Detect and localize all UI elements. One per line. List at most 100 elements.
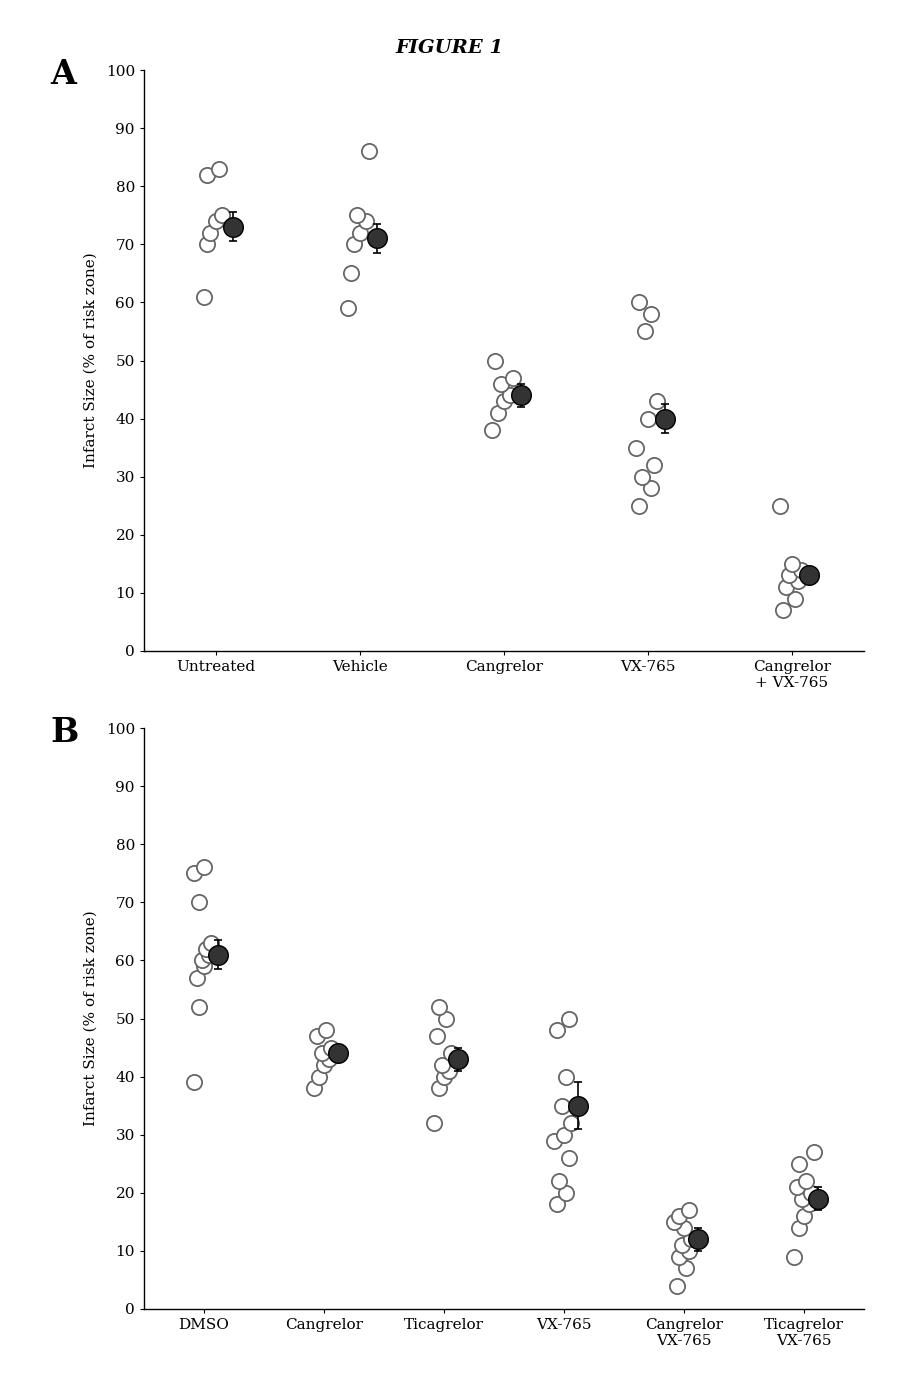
- Point: [670, 1274, 684, 1296]
- Text: B: B: [50, 717, 79, 749]
- Point: [788, 1246, 802, 1268]
- Point: [488, 349, 502, 371]
- Point: [187, 1071, 202, 1093]
- Point: [209, 210, 223, 232]
- Point: [806, 1141, 821, 1163]
- Point: [629, 437, 643, 459]
- Point: [429, 1025, 444, 1047]
- Point: [562, 1147, 576, 1169]
- Point: [204, 932, 219, 955]
- Point: [344, 262, 358, 284]
- Point: [190, 966, 204, 988]
- Point: [804, 1182, 818, 1204]
- Point: [796, 1205, 811, 1228]
- Point: [646, 454, 661, 476]
- Point: [789, 1176, 804, 1198]
- Point: [644, 477, 658, 500]
- Point: [442, 1060, 456, 1082]
- Point: [641, 407, 655, 430]
- Point: [773, 494, 788, 517]
- Point: [439, 1008, 454, 1030]
- Point: [324, 1036, 338, 1058]
- Point: [635, 465, 650, 489]
- Y-axis label: Infarct Size (% of risk zone): Infarct Size (% of risk zone): [84, 252, 97, 469]
- Point: [681, 1198, 696, 1221]
- Point: [564, 1112, 579, 1134]
- Point: [432, 1077, 446, 1099]
- Point: [691, 1228, 706, 1250]
- Point: [792, 1217, 806, 1239]
- Point: [802, 1193, 816, 1215]
- Point: [644, 302, 658, 325]
- Point: [350, 204, 365, 227]
- Point: [557, 1123, 572, 1145]
- Point: [444, 1042, 458, 1064]
- Point: [200, 232, 214, 255]
- Point: [428, 1112, 442, 1134]
- Point: [677, 1217, 691, 1239]
- Point: [314, 1042, 328, 1064]
- Point: [632, 291, 646, 314]
- Point: [680, 1257, 694, 1280]
- Point: [795, 1187, 809, 1210]
- Point: [226, 216, 240, 238]
- Point: [353, 221, 367, 244]
- Point: [658, 407, 672, 430]
- Point: [562, 1008, 576, 1030]
- Text: FIGURE 1: FIGURE 1: [396, 39, 504, 57]
- Point: [550, 1193, 564, 1215]
- Point: [776, 599, 790, 622]
- Point: [794, 559, 808, 581]
- Point: [550, 1019, 564, 1042]
- Point: [214, 204, 229, 227]
- Point: [432, 995, 446, 1018]
- Point: [197, 955, 211, 977]
- Point: [554, 1095, 569, 1117]
- Point: [307, 1077, 321, 1099]
- Point: [506, 367, 520, 389]
- Point: [347, 232, 362, 255]
- Point: [197, 286, 211, 308]
- Point: [811, 1187, 825, 1210]
- Point: [547, 1130, 562, 1152]
- Point: [370, 227, 384, 249]
- Point: [572, 1095, 586, 1117]
- Point: [203, 221, 218, 244]
- Point: [674, 1233, 688, 1256]
- Point: [779, 575, 794, 598]
- Point: [672, 1205, 687, 1228]
- Point: [514, 384, 528, 406]
- Point: [684, 1228, 698, 1250]
- Point: [362, 140, 376, 162]
- Point: [802, 564, 816, 587]
- Point: [638, 321, 652, 343]
- Point: [331, 1042, 346, 1064]
- Point: [632, 494, 646, 517]
- Point: [788, 588, 802, 610]
- Point: [212, 944, 226, 966]
- Point: [792, 1152, 806, 1175]
- Point: [785, 553, 799, 575]
- Point: [790, 570, 805, 592]
- Point: [194, 949, 209, 972]
- Point: [672, 1246, 687, 1268]
- Point: [799, 1170, 814, 1193]
- Point: [559, 1065, 573, 1088]
- Point: [782, 564, 796, 587]
- Point: [312, 1065, 327, 1088]
- Point: [199, 938, 213, 960]
- Point: [200, 164, 214, 186]
- Point: [358, 210, 373, 232]
- Point: [321, 1049, 336, 1071]
- Point: [436, 1065, 451, 1088]
- Point: [320, 1019, 334, 1042]
- Point: [559, 1182, 573, 1204]
- Point: [317, 1054, 331, 1077]
- Point: [187, 862, 202, 885]
- Point: [650, 391, 664, 413]
- Text: A: A: [50, 59, 76, 91]
- Point: [192, 890, 206, 913]
- Point: [197, 857, 211, 879]
- Point: [310, 1025, 324, 1047]
- Y-axis label: Infarct Size (% of risk zone): Infarct Size (% of risk zone): [84, 910, 97, 1127]
